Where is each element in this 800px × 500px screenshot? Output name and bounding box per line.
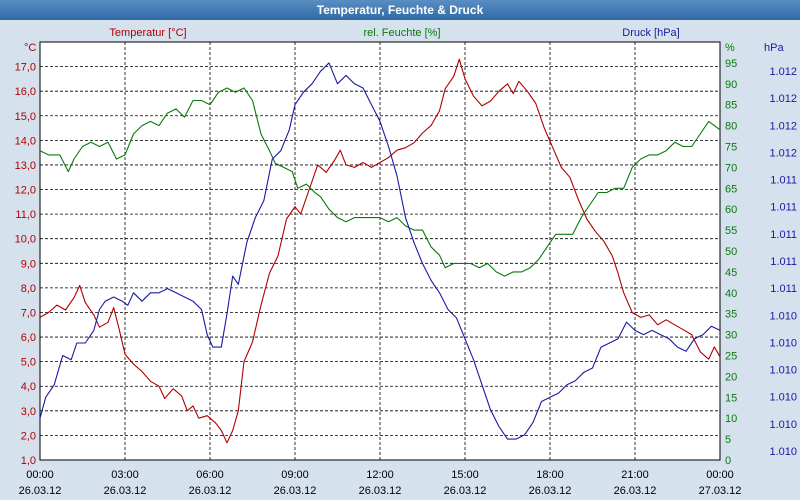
window-title: Temperatur, Feuchte & Druck [0,0,800,20]
x-tick-date: 26.03.12 [19,485,62,497]
humidity-tick-label: 55 [725,225,737,237]
temperature-tick-label: 9,0 [21,258,36,270]
x-tick-date: 27.03.12 [699,485,742,497]
humidity-tick-label: 60 [725,204,737,216]
temperature-tick-label: 4,0 [21,381,36,393]
x-tick-time: 06:00 [196,469,224,481]
x-tick-time: 12:00 [366,469,394,481]
temperature-tick-label: 1,0 [21,455,36,467]
humidity-tick-label: 95 [725,58,737,70]
pressure-tick-label: 1.010 [769,446,797,458]
pressure-tick-label: 1.012 [769,66,797,78]
temperature-axis-title: Temperatur [°C] [109,27,186,39]
pressure-unit-label: hPa [764,42,784,54]
x-tick-date: 26.03.12 [274,485,317,497]
humidity-tick-label: 50 [725,246,737,258]
humidity-unit-label: % [725,42,735,54]
humidity-tick-label: 40 [725,288,737,300]
x-tick-time: 00:00 [26,469,54,481]
humidity-tick-label: 85 [725,100,737,112]
x-tick-date: 26.03.12 [614,485,657,497]
humidity-tick-label: 80 [725,121,737,133]
temperature-tick-label: 13,0 [15,160,36,172]
humidity-tick-label: 70 [725,162,737,174]
x-tick-date: 26.03.12 [529,485,572,497]
pressure-tick-label: 1.010 [769,392,797,404]
pressure-tick-label: 1.012 [769,93,797,105]
pressure-tick-label: 1.011 [770,283,797,295]
humidity-tick-label: 65 [725,183,737,195]
temperature-tick-label: 8,0 [21,283,36,295]
x-tick-date: 26.03.12 [189,485,232,497]
temperature-tick-label: 12,0 [15,185,36,197]
humidity-tick-label: 0 [725,455,731,467]
axis-labels: °C Temperatur [°C] rel. Feuchte [%] Druc… [15,27,797,497]
humidity-tick-label: 35 [725,309,737,321]
temperature-unit-label: °C [24,42,36,54]
pressure-tick-label: 1.012 [769,147,797,159]
humidity-tick-label: 90 [725,79,737,91]
x-tick-date: 26.03.12 [104,485,147,497]
pressure-tick-label: 1.010 [769,419,797,431]
x-tick-time: 00:00 [706,469,734,481]
humidity-tick-label: 30 [725,330,737,342]
humidity-tick-label: 15 [725,392,737,404]
x-tick-time: 15:00 [451,469,479,481]
x-tick-time: 18:00 [536,469,564,481]
pressure-tick-label: 1.010 [769,365,797,377]
humidity-tick-label: 5 [725,434,731,446]
temperature-tick-label: 15,0 [15,111,36,123]
temperature-tick-label: 11,0 [15,209,36,221]
x-tick-time: 09:00 [281,469,309,481]
temperature-tick-label: 16,0 [15,86,36,98]
plot-area [39,41,721,461]
pressure-tick-label: 1.011 [770,256,797,268]
temperature-tick-label: 17,0 [15,62,36,74]
pressure-tick-label: 1.011 [770,202,797,214]
humidity-tick-label: 25 [725,351,737,363]
humidity-tick-label: 10 [725,413,737,425]
temperature-tick-label: 2,0 [21,430,36,442]
temperature-tick-label: 5,0 [21,357,36,369]
x-tick-time: 03:00 [111,469,139,481]
series-line-humidity [39,87,721,277]
temperature-tick-label: 10,0 [15,234,36,246]
humidity-tick-label: 20 [725,371,737,383]
series-line-pressure [39,62,721,440]
humidity-tick-label: 45 [725,267,737,279]
temperature-tick-label: 6,0 [21,332,36,344]
pressure-tick-label: 1.011 [770,175,797,187]
series-line-temperature [39,58,721,444]
temperature-tick-label: 14,0 [15,135,36,147]
x-tick-date: 26.03.12 [444,485,487,497]
chart: °C Temperatur [°C] rel. Feuchte [%] Druc… [15,27,797,497]
temperature-tick-label: 7,0 [21,307,36,319]
temperature-tick-label: 3,0 [21,406,36,418]
grid [40,42,720,460]
humidity-axis-title: rel. Feuchte [%] [363,27,440,39]
humidity-tick-label: 75 [725,142,737,154]
series-group [39,58,721,444]
pressure-tick-label: 1.010 [769,310,797,322]
pressure-tick-label: 1.011 [770,229,797,241]
pressure-tick-label: 1.010 [769,337,797,349]
x-tick-time: 21:00 [621,469,649,481]
pressure-tick-label: 1.012 [769,120,797,132]
pressure-axis-title: Druck [hPa] [622,27,679,39]
x-tick-date: 26.03.12 [359,485,402,497]
